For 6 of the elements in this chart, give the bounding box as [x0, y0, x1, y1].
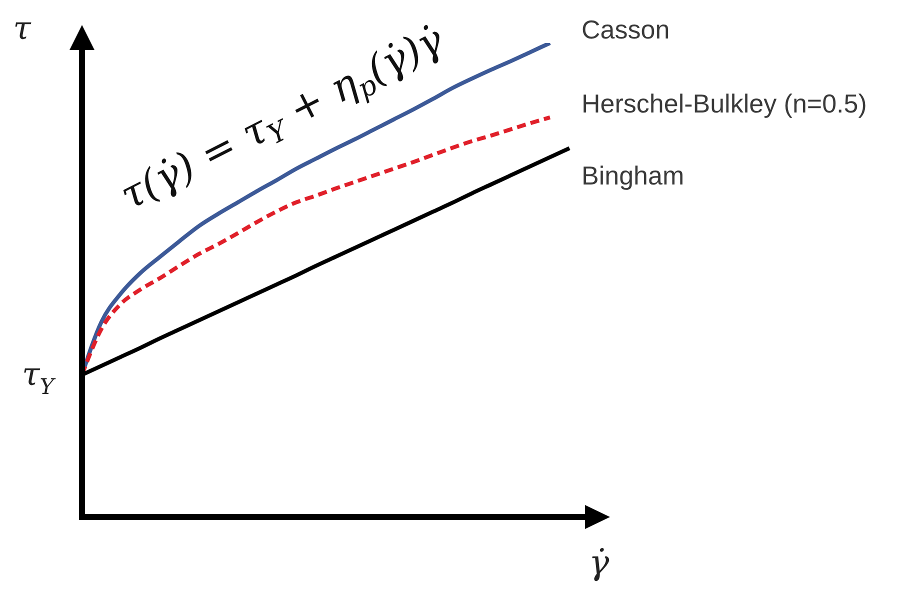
text: τ$_{Y}$ — [22, 354, 57, 400]
series-label: Herschel-Bulkley (n=0.5) — [582, 88, 867, 119]
x-axis-title: γ̇ — [588, 543, 610, 583]
series-label: Bingham — [582, 160, 684, 191]
series-label: Casson — [582, 14, 670, 44]
y-axis-title: τ — [13, 9, 32, 47]
